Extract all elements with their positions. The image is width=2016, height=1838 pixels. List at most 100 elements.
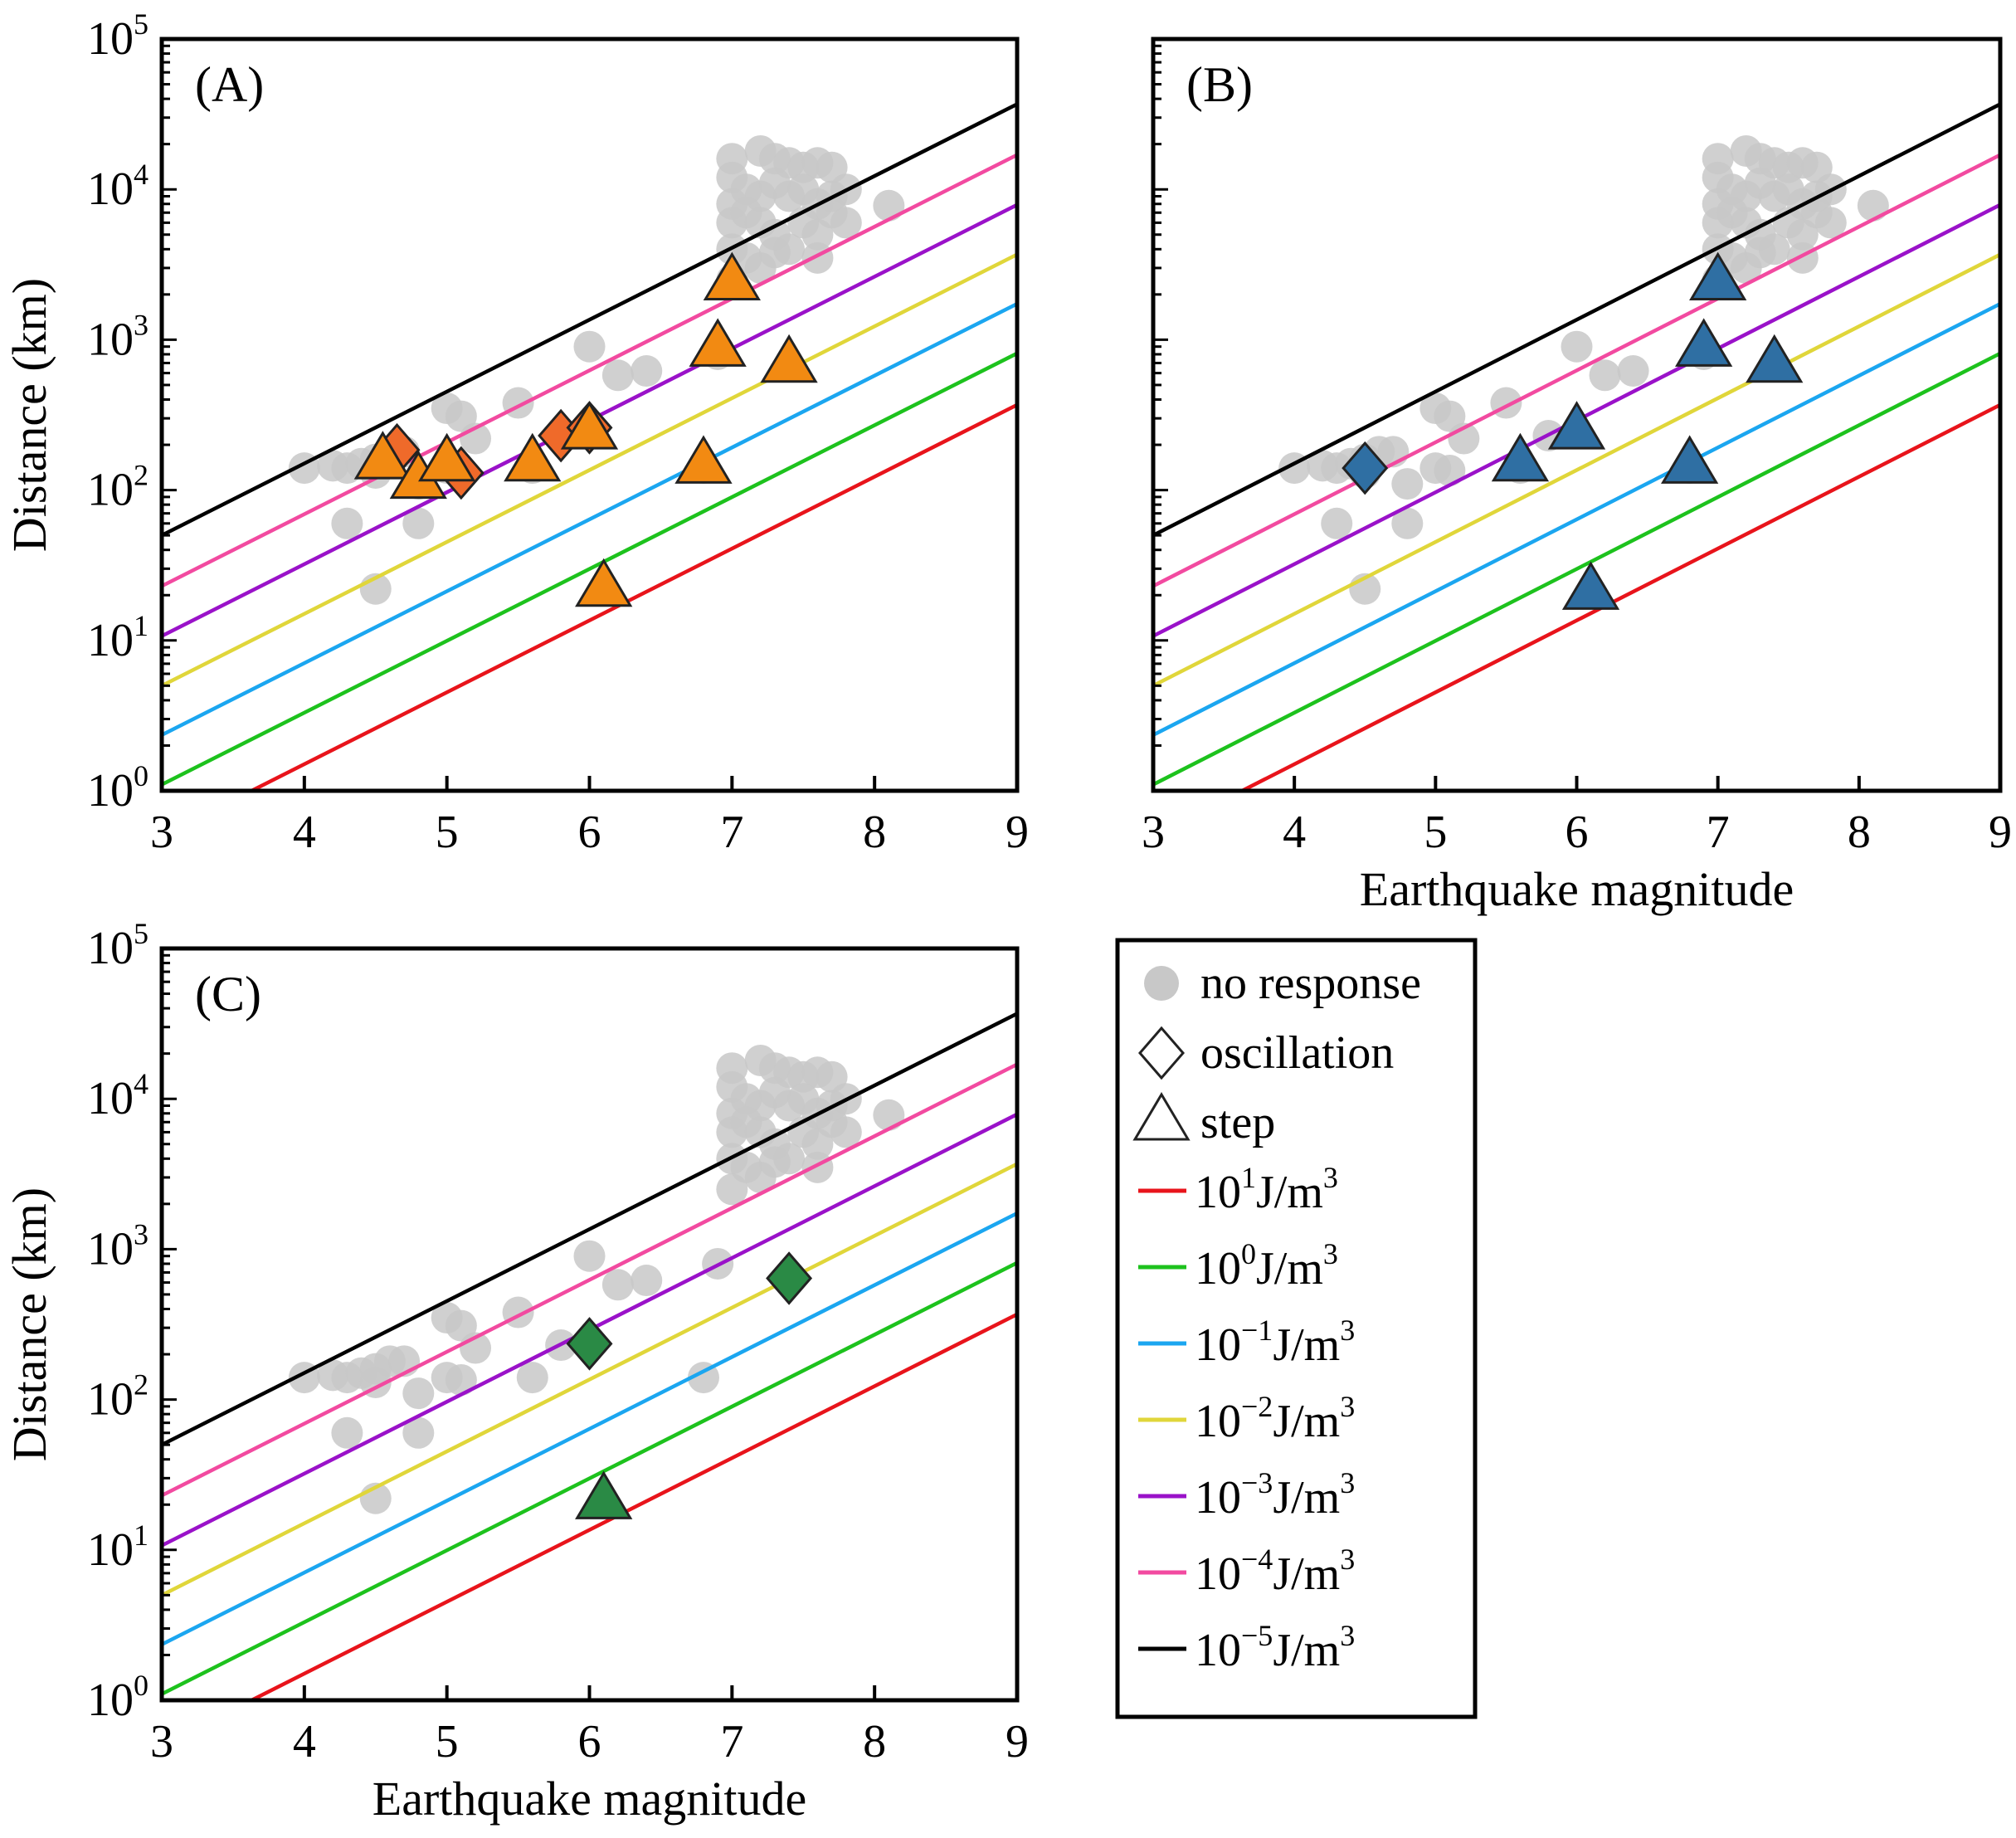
x-tick-label: 4 (1283, 807, 1306, 858)
no-response-point (816, 1106, 848, 1138)
no-response-point (1744, 236, 1776, 269)
panel-0: 3 4 5 6 7 8 9 100 101 102 103 104 105 (A) Distance (km… (2, 7, 1029, 858)
y-tick-label: 100 (87, 1669, 149, 1726)
legend-no-response-icon (1144, 966, 1179, 1001)
no-response-point (601, 359, 634, 392)
no-response-point (631, 1265, 663, 1297)
panel-label: (A) (195, 57, 264, 112)
step-point (760, 334, 818, 383)
no-response-point (1391, 507, 1424, 539)
x-tick-label: 3 (150, 807, 173, 858)
no-response-point (1786, 241, 1819, 274)
x-tick-label: 5 (436, 807, 459, 858)
step-point (418, 432, 476, 482)
no-response-point (758, 236, 791, 269)
x-tick-label: 4 (293, 1716, 316, 1767)
oscillation-point (566, 1317, 613, 1371)
y-tick-label: 105 (87, 917, 149, 974)
panel-label: (C) (195, 967, 261, 1021)
x-tick-label: 3 (1142, 807, 1165, 858)
step-point (674, 435, 733, 484)
no-response-point (1857, 189, 1889, 222)
no-response-point (573, 1240, 606, 1272)
no-response-point (687, 1362, 719, 1394)
no-response-point (1321, 507, 1353, 539)
y-axis-label: Distance (km) (2, 278, 56, 552)
y-tick-label: 102 (87, 459, 149, 516)
x-tick-label: 9 (1006, 807, 1029, 858)
step-point (1689, 251, 1747, 301)
y-tick-label: 104 (87, 1067, 149, 1124)
energy-line-1 (162, 1260, 1017, 1696)
no-response-point (445, 400, 477, 432)
no-response-point (402, 1416, 435, 1449)
energy-line-0 (247, 1312, 1017, 1700)
y-tick-label: 101 (87, 1519, 149, 1576)
x-axis-label: Earthquake magnitude (1360, 862, 1794, 916)
legend-step-label: step (1200, 1097, 1275, 1148)
no-response-point (601, 1269, 634, 1301)
panel-label: (B) (1186, 57, 1253, 112)
no-response-point (716, 1173, 748, 1206)
y-tick-label: 101 (87, 609, 149, 666)
no-response-point (873, 189, 905, 222)
no-response-point (331, 507, 363, 539)
energy-line-2 (1153, 302, 2000, 737)
panel-2: 3 4 5 6 7 8 9 100 101 102 103 104 105 (C) Distance (km… (2, 917, 1029, 1826)
x-tick-label: 6 (1566, 807, 1589, 858)
energy-line-0 (1238, 402, 2000, 791)
no-response-point (445, 1309, 477, 1342)
legend-energy-label: 10−2J/m3 (1195, 1390, 1355, 1447)
energy-line-5 (162, 153, 1017, 588)
energy-line-2 (162, 302, 1017, 737)
x-tick-label: 3 (150, 1716, 173, 1767)
panel-1: 3 4 5 6 7 8 9 (B) Earthquake magnitude (1142, 37, 2012, 916)
x-tick-label: 6 (578, 807, 601, 858)
energy-line-2 (162, 1212, 1017, 1646)
legend-energy-label: 100J/m3 (1195, 1237, 1338, 1294)
legend-oscillation-label: oscillation (1200, 1027, 1394, 1079)
no-response-point (1800, 197, 1833, 229)
x-tick-label: 8 (863, 1716, 886, 1767)
x-tick-label: 8 (863, 807, 886, 858)
y-tick-label: 102 (87, 1368, 149, 1426)
plot-area (162, 102, 1017, 791)
step-point (689, 318, 747, 367)
y-tick-label: 103 (87, 308, 149, 365)
no-response-point (402, 507, 435, 539)
no-response-point (1589, 359, 1621, 392)
step-point (1661, 435, 1719, 484)
no-response-point (516, 1362, 548, 1394)
y-axis-label: Distance (km) (2, 1187, 56, 1461)
no-response-point (801, 241, 834, 274)
no-response-point (1434, 454, 1466, 486)
legend-energy-label: 101J/m3 (1195, 1161, 1338, 1218)
oscillation-point (766, 1251, 813, 1305)
x-axis-label: Earthquake magnitude (373, 1772, 806, 1826)
x-tick-label: 8 (1848, 807, 1871, 858)
energy-line-1 (162, 351, 1017, 787)
no-response-point (1434, 400, 1466, 432)
step-point (560, 401, 619, 450)
step-point (1547, 401, 1606, 450)
y-tick-label: 105 (87, 7, 149, 65)
no-response-point (873, 1099, 905, 1131)
legend-energy-label: 10−3J/m3 (1195, 1466, 1355, 1524)
legend-box (1115, 938, 1478, 1719)
y-tick-label: 100 (87, 759, 149, 817)
x-tick-label: 7 (720, 807, 743, 858)
x-tick-label: 5 (1424, 807, 1447, 858)
no-response-point (331, 1416, 363, 1449)
legend-energy-label: 10−5J/m3 (1195, 1619, 1355, 1676)
no-response-point (758, 1146, 791, 1178)
legend-step-icon (1132, 1092, 1191, 1141)
energy-line-6 (162, 102, 1017, 538)
legend-energy-label: 10−1J/m3 (1195, 1314, 1355, 1371)
energy-line-6 (1153, 102, 2000, 538)
x-tick-label: 6 (578, 1716, 601, 1767)
step-point (504, 432, 562, 482)
no-response-point (445, 1363, 477, 1396)
y-tick-label: 103 (87, 1217, 149, 1275)
y-tick-label: 104 (87, 158, 149, 215)
